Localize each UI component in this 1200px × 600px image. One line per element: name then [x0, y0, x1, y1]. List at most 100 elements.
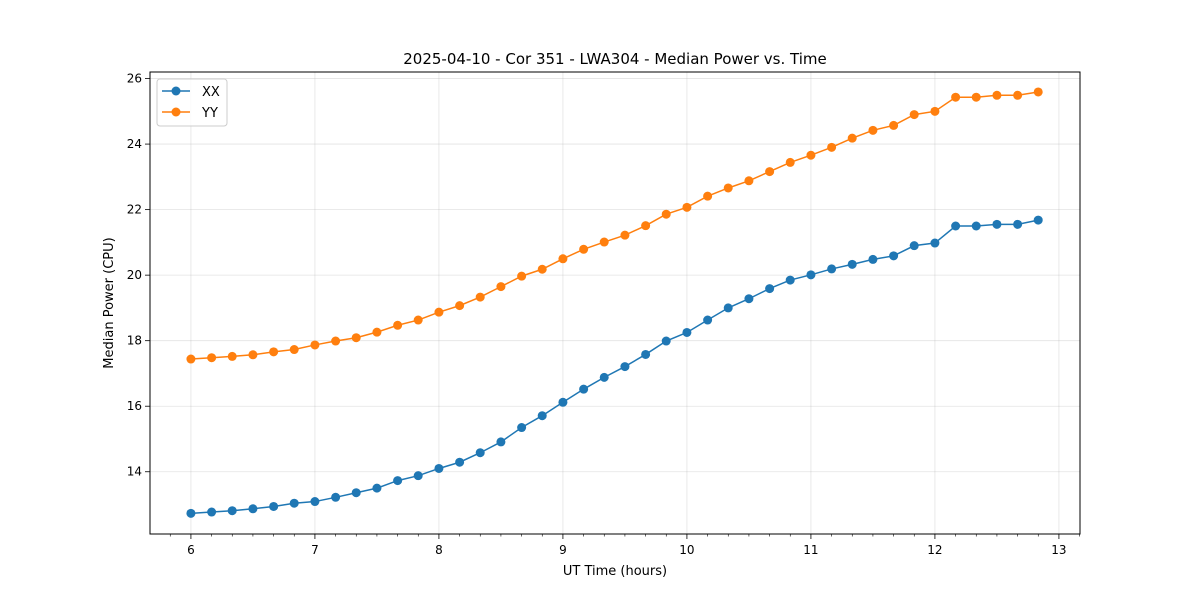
data-point-xx — [186, 508, 196, 518]
data-point-xx — [847, 259, 857, 269]
x-tick-label: 10 — [679, 543, 694, 557]
axis-ticks: 6 7 8 9 10 11 12 13 14 16 18 20 22 24 26 — [127, 72, 1080, 557]
data-point-yy — [517, 271, 527, 281]
data-point-yy — [827, 142, 837, 152]
data-point-yy — [661, 209, 671, 219]
data-point-yy — [331, 336, 341, 346]
data-point-xx — [475, 448, 485, 458]
data-point-xx — [889, 251, 899, 261]
data-point-yy — [227, 351, 237, 361]
data-point-xx — [558, 397, 568, 407]
data-point-xx — [434, 463, 444, 473]
data-point-xx — [207, 507, 217, 517]
data-point-xx — [269, 501, 279, 511]
data-point-yy — [930, 106, 940, 116]
y-tick-label: 18 — [127, 334, 142, 348]
x-tick-label: 12 — [927, 543, 942, 557]
data-point-yy — [413, 315, 423, 325]
data-point-yy — [951, 92, 961, 102]
data-point-yy — [207, 353, 217, 363]
x-tick-label: 7 — [311, 543, 319, 557]
data-point-yy — [847, 133, 857, 143]
data-point-xx — [289, 498, 299, 508]
series-yy — [186, 87, 1043, 364]
series-layer — [186, 87, 1043, 518]
grid-lines — [150, 72, 1080, 534]
y-tick-label: 20 — [127, 268, 142, 282]
data-point-yy — [992, 90, 1002, 100]
data-point-yy — [496, 282, 506, 292]
data-point-yy — [351, 333, 361, 343]
data-point-xx — [703, 315, 713, 325]
legend-yy-label: YY — [201, 106, 218, 121]
data-point-yy — [765, 167, 775, 177]
data-point-yy — [579, 244, 589, 254]
data-point-yy — [372, 327, 382, 337]
data-point-xx — [248, 504, 258, 514]
data-point-xx — [620, 362, 630, 372]
data-point-xx — [1013, 219, 1023, 229]
data-point-yy — [455, 301, 465, 311]
data-point-xx — [641, 349, 651, 359]
data-point-yy — [744, 176, 754, 186]
data-point-yy — [475, 292, 485, 302]
data-point-yy — [248, 350, 258, 360]
data-point-yy — [269, 347, 279, 357]
series-line-yy — [190, 91, 1039, 360]
series-xx — [186, 215, 1043, 518]
plot-area-frame — [149, 71, 1081, 535]
x-tick-label: 8 — [435, 543, 443, 557]
data-point-yy — [186, 354, 196, 364]
legend-xx-label: XX — [202, 85, 220, 100]
series-line-xx — [190, 219, 1039, 515]
data-point-xx — [413, 471, 423, 481]
data-point-yy — [289, 345, 299, 355]
data-point-xx — [785, 275, 795, 285]
data-point-xx — [517, 423, 527, 433]
data-point-yy — [558, 254, 568, 264]
data-point-yy — [785, 157, 795, 167]
data-point-yy — [703, 191, 713, 201]
data-point-yy — [620, 230, 630, 240]
data-point-xx — [496, 437, 506, 447]
data-point-xx — [992, 219, 1002, 229]
x-axis-label: UT Time (hours) — [563, 564, 667, 579]
data-point-yy — [682, 202, 692, 212]
data-point-xx — [372, 483, 382, 493]
data-point-xx — [765, 284, 775, 294]
data-point-xx — [930, 238, 940, 248]
x-tick-label: 11 — [803, 543, 818, 557]
data-point-xx — [661, 336, 671, 346]
data-point-xx — [455, 457, 465, 467]
y-tick-label: 14 — [127, 465, 142, 479]
x-tick-label: 13 — [1051, 543, 1066, 557]
x-tick-label: 9 — [559, 543, 567, 557]
data-point-xx — [393, 476, 403, 486]
data-point-yy — [971, 92, 981, 102]
data-point-yy — [868, 125, 878, 135]
legend-xx-marker — [171, 86, 181, 96]
data-point-xx — [868, 254, 878, 264]
data-point-xx — [744, 294, 754, 304]
data-point-yy — [434, 307, 444, 317]
chart-title: 2025-04-10 - Cor 351 - LWA304 - Median P… — [403, 50, 827, 68]
data-point-yy — [1033, 87, 1043, 97]
y-tick-label: 22 — [127, 203, 142, 217]
data-point-yy — [599, 237, 609, 247]
y-tick-label: 24 — [127, 137, 142, 151]
data-point-yy — [537, 264, 547, 274]
y-tick-label: 16 — [127, 399, 142, 413]
data-point-xx — [909, 241, 919, 251]
data-point-yy — [806, 150, 816, 160]
data-point-xx — [310, 497, 320, 507]
data-point-yy — [889, 120, 899, 130]
data-point-yy — [310, 340, 320, 350]
data-point-yy — [723, 183, 733, 193]
data-point-yy — [1013, 90, 1023, 100]
data-point-xx — [682, 327, 692, 337]
data-point-yy — [393, 320, 403, 330]
x-tick-label: 6 — [187, 543, 195, 557]
data-point-xx — [351, 488, 361, 498]
data-point-xx — [599, 372, 609, 382]
